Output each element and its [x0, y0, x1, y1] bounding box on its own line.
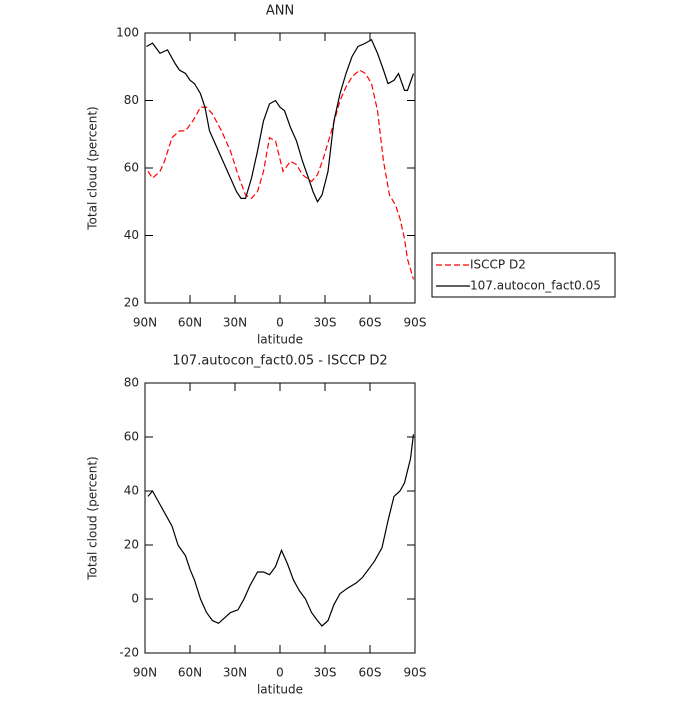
y-tick-label: 20: [124, 296, 139, 310]
x-tick-label: 30N: [223, 666, 247, 680]
data-line: [146, 38, 415, 203]
x-tick-label: 0: [276, 316, 284, 330]
y-tick-label: -20: [119, 646, 139, 660]
y-tick-label: 40: [124, 228, 139, 242]
x-tick-label: 60S: [359, 316, 382, 330]
y-tick-label: 60: [124, 430, 139, 444]
x-tick-label: 0: [276, 666, 284, 680]
y-tick-label: 100: [116, 26, 139, 40]
y-tick-label: 80: [124, 93, 139, 107]
x-axis-label: latitude: [257, 683, 303, 697]
x-axis-label: latitude: [257, 333, 303, 347]
x-tick-label: 90S: [404, 666, 427, 680]
legend-label: 107.autocon_fact0.05: [470, 279, 601, 293]
y-tick-label: 0: [131, 592, 139, 606]
y-tick-label: 40: [124, 484, 139, 498]
x-tick-label: 90N: [133, 316, 157, 330]
chart-title: ANN: [266, 4, 294, 19]
chart-title: 107.autocon_fact0.05 - ISCCP D2: [172, 354, 387, 369]
x-tick-label: 30S: [314, 316, 337, 330]
legend: ISCCP D2 107.autocon_fact0.05: [431, 252, 616, 298]
x-tick-label: 30S: [314, 666, 337, 680]
x-tick-label: 30N: [223, 316, 247, 330]
x-tick-label: 90N: [133, 666, 157, 680]
y-axis-label: Total cloud (percent): [86, 106, 100, 230]
y-tick-label: 60: [124, 161, 139, 175]
data-line: [147, 69, 415, 280]
data-line: [147, 434, 415, 627]
y-tick-label: 20: [124, 538, 139, 552]
legend-box: [431, 252, 616, 298]
legend-label: ISCCP D2: [470, 258, 526, 272]
plot-frame: [144, 382, 416, 654]
x-tick-label: 90S: [404, 316, 427, 330]
x-tick-label: 60S: [359, 666, 382, 680]
y-axis-label: Total cloud (percent): [86, 456, 100, 580]
x-tick-label: 60N: [178, 666, 202, 680]
x-tick-label: 60N: [178, 316, 202, 330]
y-tick-label: 80: [124, 376, 139, 390]
